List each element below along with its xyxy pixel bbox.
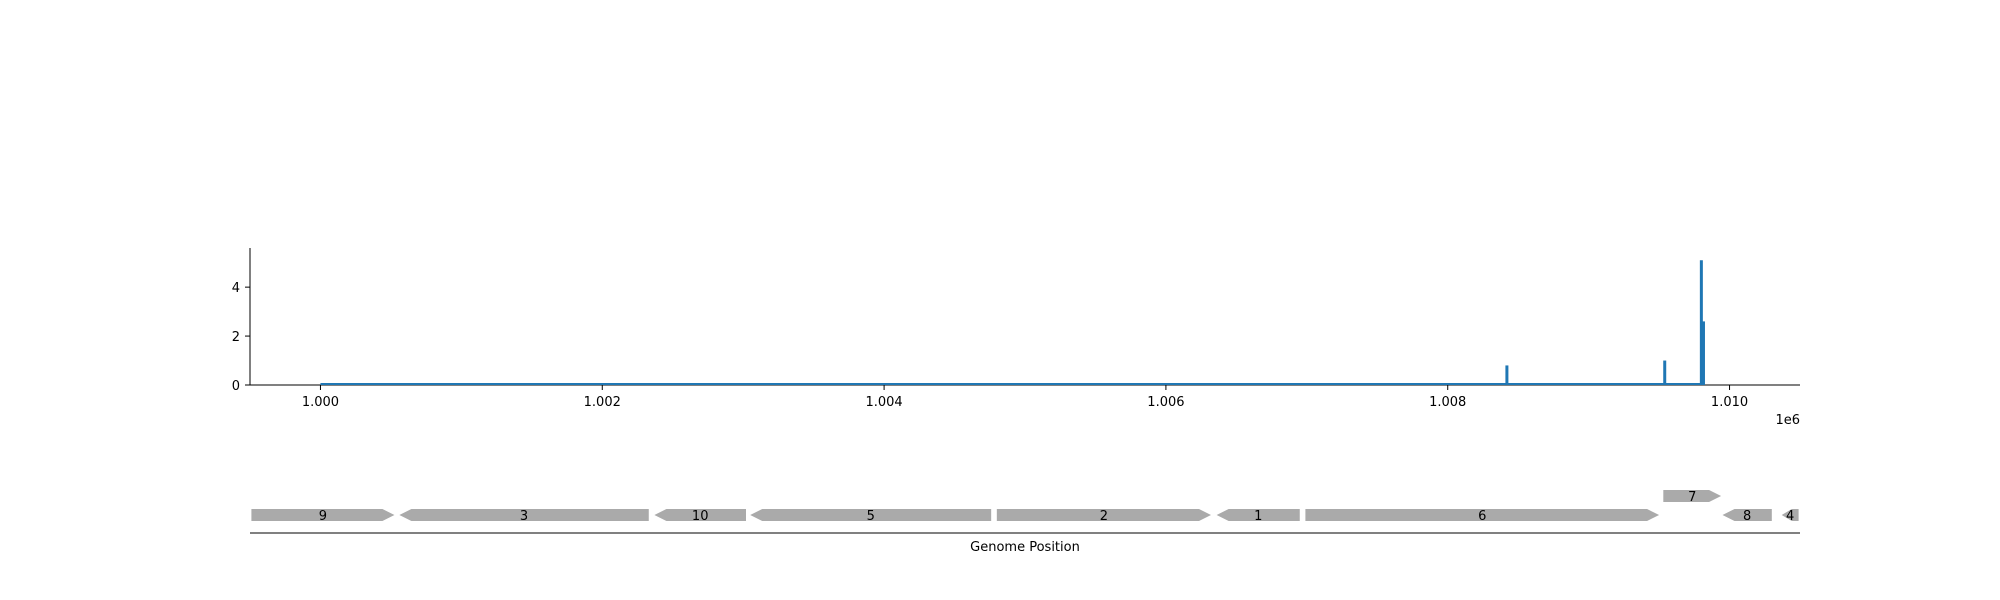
gene-arrow: [251, 509, 395, 521]
x-offset-label: 1e6: [1775, 413, 1800, 428]
gene-arrow: [1781, 509, 1799, 521]
x-tick-label: 1.000: [302, 395, 339, 410]
x-tick-label: 1.004: [865, 395, 902, 410]
series-spikes: [1505, 260, 1705, 385]
gene-track-xlabel: Genome Position: [970, 540, 1080, 555]
gene-label: 8: [1743, 509, 1751, 524]
x-tick-label: 1.010: [1711, 395, 1748, 410]
gene-arrow: [654, 509, 746, 521]
gene-arrow: [1216, 509, 1300, 521]
coverage-chart: 0 2 4 1.000 1.002 1.004 1.006 1.008 1.010 1e6: [232, 248, 1800, 428]
gene-label: 4: [1786, 509, 1794, 524]
x-ticks: 1.000 1.002 1.004 1.006 1.008 1.010: [302, 385, 1748, 410]
gene-label: 10: [692, 509, 709, 524]
gene-arrow: [1305, 509, 1660, 521]
y-tick-label: 0: [232, 379, 240, 394]
gene-arrow: [996, 509, 1211, 521]
gene-arrow: [750, 509, 992, 521]
x-tick-label: 1.008: [1429, 395, 1466, 410]
gene-label: 1: [1254, 509, 1262, 524]
gene-label: 3: [520, 509, 528, 524]
gene-label: 7: [1688, 490, 1696, 505]
gene-label: 5: [867, 509, 875, 524]
y-tick-label: 4: [232, 281, 240, 296]
gene-arrow: [1722, 509, 1772, 521]
y-ticks: 0 2 4: [232, 281, 250, 394]
gene-label: 6: [1478, 509, 1486, 524]
x-tick-label: 1.006: [1147, 395, 1184, 410]
gene-track: 9 3 10 5 2 1 6 7 8 4 Genome Position: [250, 490, 1800, 555]
gene-arrows: 9 3 10 5 2 1 6 7 8 4: [251, 490, 1799, 524]
gene-arrow: [399, 509, 649, 521]
x-tick-label: 1.002: [584, 395, 621, 410]
gene-label: 9: [319, 509, 327, 524]
gene-arrow: [1663, 490, 1722, 502]
gene-label: 2: [1100, 509, 1108, 524]
y-tick-label: 2: [232, 330, 240, 345]
